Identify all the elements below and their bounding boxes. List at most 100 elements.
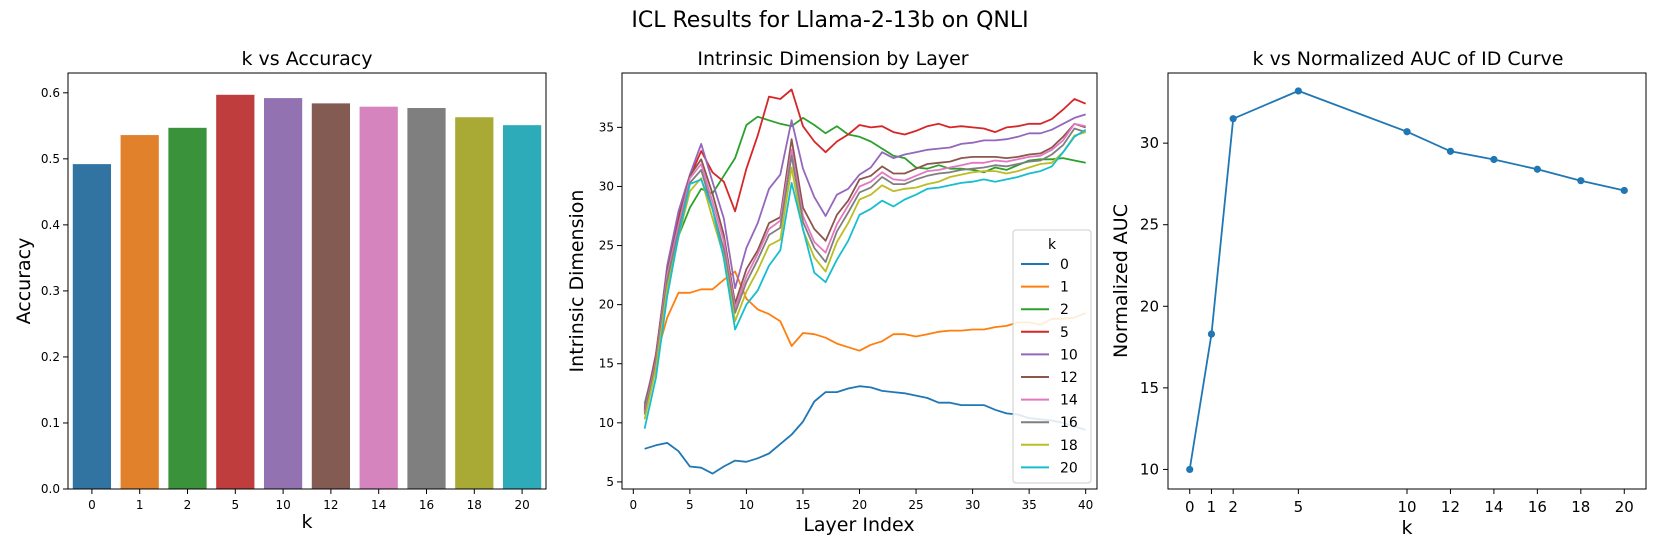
legend-label-k-14: 14: [1060, 393, 1078, 409]
x-tick-label: 5: [231, 498, 239, 512]
x-tick-label: 14: [371, 498, 386, 512]
series-line-k-1: [643, 270, 1087, 412]
auc-series-line: [1188, 89, 1625, 470]
legend-label-k-20: 20: [1060, 460, 1078, 476]
auc-point-k-1: [1207, 330, 1216, 338]
auc-axes-frame: [1167, 72, 1647, 490]
x-tick-label: 2: [184, 498, 192, 512]
x-tick-label: 0: [1185, 498, 1195, 516]
accuracy-x-axis-label: k: [301, 511, 312, 533]
x-tick-label: 18: [467, 498, 482, 512]
x-tick-label: 2: [1228, 498, 1238, 516]
x-tick-label: 12: [1441, 498, 1460, 516]
series-line-k-16: [643, 127, 1086, 415]
x-tick-label: 16: [419, 498, 434, 512]
legend-label-k-12: 12: [1060, 370, 1078, 386]
id-axes-frame: [621, 72, 1098, 490]
y-tick-label: 20: [599, 298, 614, 312]
series-line-k-10: [643, 113, 1086, 407]
x-tick-label: 12: [323, 498, 338, 512]
legend-title: k: [1048, 237, 1057, 253]
y-tick-label: 0.1: [41, 416, 60, 430]
legend-label-k-16: 16: [1060, 415, 1078, 431]
y-tick-label: 0.3: [41, 284, 60, 298]
series-line-k-20: [643, 128, 1087, 429]
x-tick-label: 16: [1528, 498, 1547, 516]
id-y-axis-label: Intrinsic Dimension: [566, 190, 588, 373]
legend-label-k-18: 18: [1060, 438, 1078, 454]
id-chart-title: Intrinsic Dimension by Layer: [697, 48, 968, 70]
bar-k-12: [311, 103, 351, 489]
auc-point-k-0: [1186, 465, 1194, 474]
series-line-k-2: [643, 115, 1086, 405]
auc-point-k-18: [1577, 177, 1585, 185]
x-tick-label: 30: [965, 498, 980, 512]
legend-label-k-1: 1: [1060, 280, 1069, 296]
y-tick-label: 35: [599, 120, 614, 134]
x-tick-label: 14: [1484, 498, 1503, 516]
accuracy-bar-chart: k vs Accuracy 0 1 2 5 10 12 14 16 18 20 0.00.10.2…: [13, 48, 547, 533]
x-tick-label: 18: [1571, 498, 1590, 516]
accuracy-y-axis-label: Accuracy: [13, 238, 35, 325]
x-tick-label: 10: [739, 498, 754, 512]
y-tick-label: 0.0: [41, 482, 60, 496]
y-tick-label: 0.4: [41, 218, 60, 232]
y-tick-label: 10: [599, 416, 614, 430]
x-tick-label: 35: [1022, 498, 1037, 512]
x-tick-label: 5: [686, 498, 694, 512]
y-tick-label: 30: [599, 179, 614, 193]
series-line-k-14: [643, 122, 1086, 413]
legend-label-k-0: 0: [1060, 257, 1069, 273]
auc-point-k-12: [1446, 147, 1455, 155]
x-tick-label: 1: [136, 498, 144, 512]
auc-point-k-10: [1403, 128, 1411, 136]
x-tick-label: 20: [1615, 498, 1634, 516]
y-tick-label: 0.2: [41, 350, 60, 364]
x-tick-label: 0: [88, 498, 96, 512]
legend-label-k-2: 2: [1060, 302, 1069, 318]
auc-point-k-20: [1620, 186, 1628, 195]
x-tick-label: 40: [1078, 498, 1093, 512]
y-tick-label: 0.5: [41, 152, 60, 166]
x-tick-label: 25: [908, 498, 923, 512]
auc-chart-title: k vs Normalized AUC of ID Curve: [1253, 48, 1564, 70]
figure-title: ICL Results for Llama-2-13b on QNLI: [631, 8, 1028, 33]
y-tick-label: 5: [606, 475, 614, 489]
bar-k-0: [72, 164, 112, 489]
y-tick-label: 10: [1140, 460, 1159, 478]
y-tick-label: 15: [599, 357, 614, 371]
y-tick-label: 30: [1140, 134, 1159, 152]
bar-k-1: [120, 135, 159, 490]
normalized-auc-line-chart: k vs Normalized AUC of ID Curve 0 1 2 5 10 12…: [1110, 48, 1647, 539]
auc-point-k-16: [1533, 165, 1541, 173]
x-tick-label: 1: [1207, 498, 1217, 516]
series-line-k-5: [643, 88, 1087, 409]
accuracy-chart-title: k vs Accuracy: [242, 48, 373, 70]
legend-frame: [1012, 229, 1092, 484]
intrinsic-dimension-line-chart: Intrinsic Dimension by Layer 0 5 10 15 20 25 3…: [566, 48, 1098, 536]
series-line-k-12: [643, 122, 1086, 410]
bar-k-5: [216, 94, 255, 490]
x-tick-label: 10: [1397, 498, 1416, 516]
auc-x-axis-label: k: [1401, 517, 1412, 539]
y-tick-label: 25: [1140, 216, 1159, 234]
x-tick-label: 20: [514, 498, 529, 512]
x-tick-label: 15: [795, 498, 810, 512]
bar-k-16: [407, 107, 446, 489]
x-tick-label: 0: [629, 498, 637, 512]
series-line-k-0: [644, 385, 1086, 475]
x-tick-label: 10: [275, 498, 290, 512]
legend-label-k-10: 10: [1060, 347, 1078, 363]
auc-point-k-2: [1229, 115, 1237, 123]
bar-k-2: [168, 127, 207, 490]
y-tick-label: 25: [599, 239, 614, 253]
bar-k-10: [263, 98, 303, 489]
y-tick-label: 0.6: [41, 86, 60, 100]
auc-point-k-14: [1490, 155, 1498, 164]
bar-k-14: [359, 106, 398, 489]
auc-point-k-5: [1294, 87, 1302, 95]
legend-label-k-5: 5: [1060, 325, 1069, 341]
auc-y-axis-label: Normalized AUC: [1110, 204, 1132, 358]
